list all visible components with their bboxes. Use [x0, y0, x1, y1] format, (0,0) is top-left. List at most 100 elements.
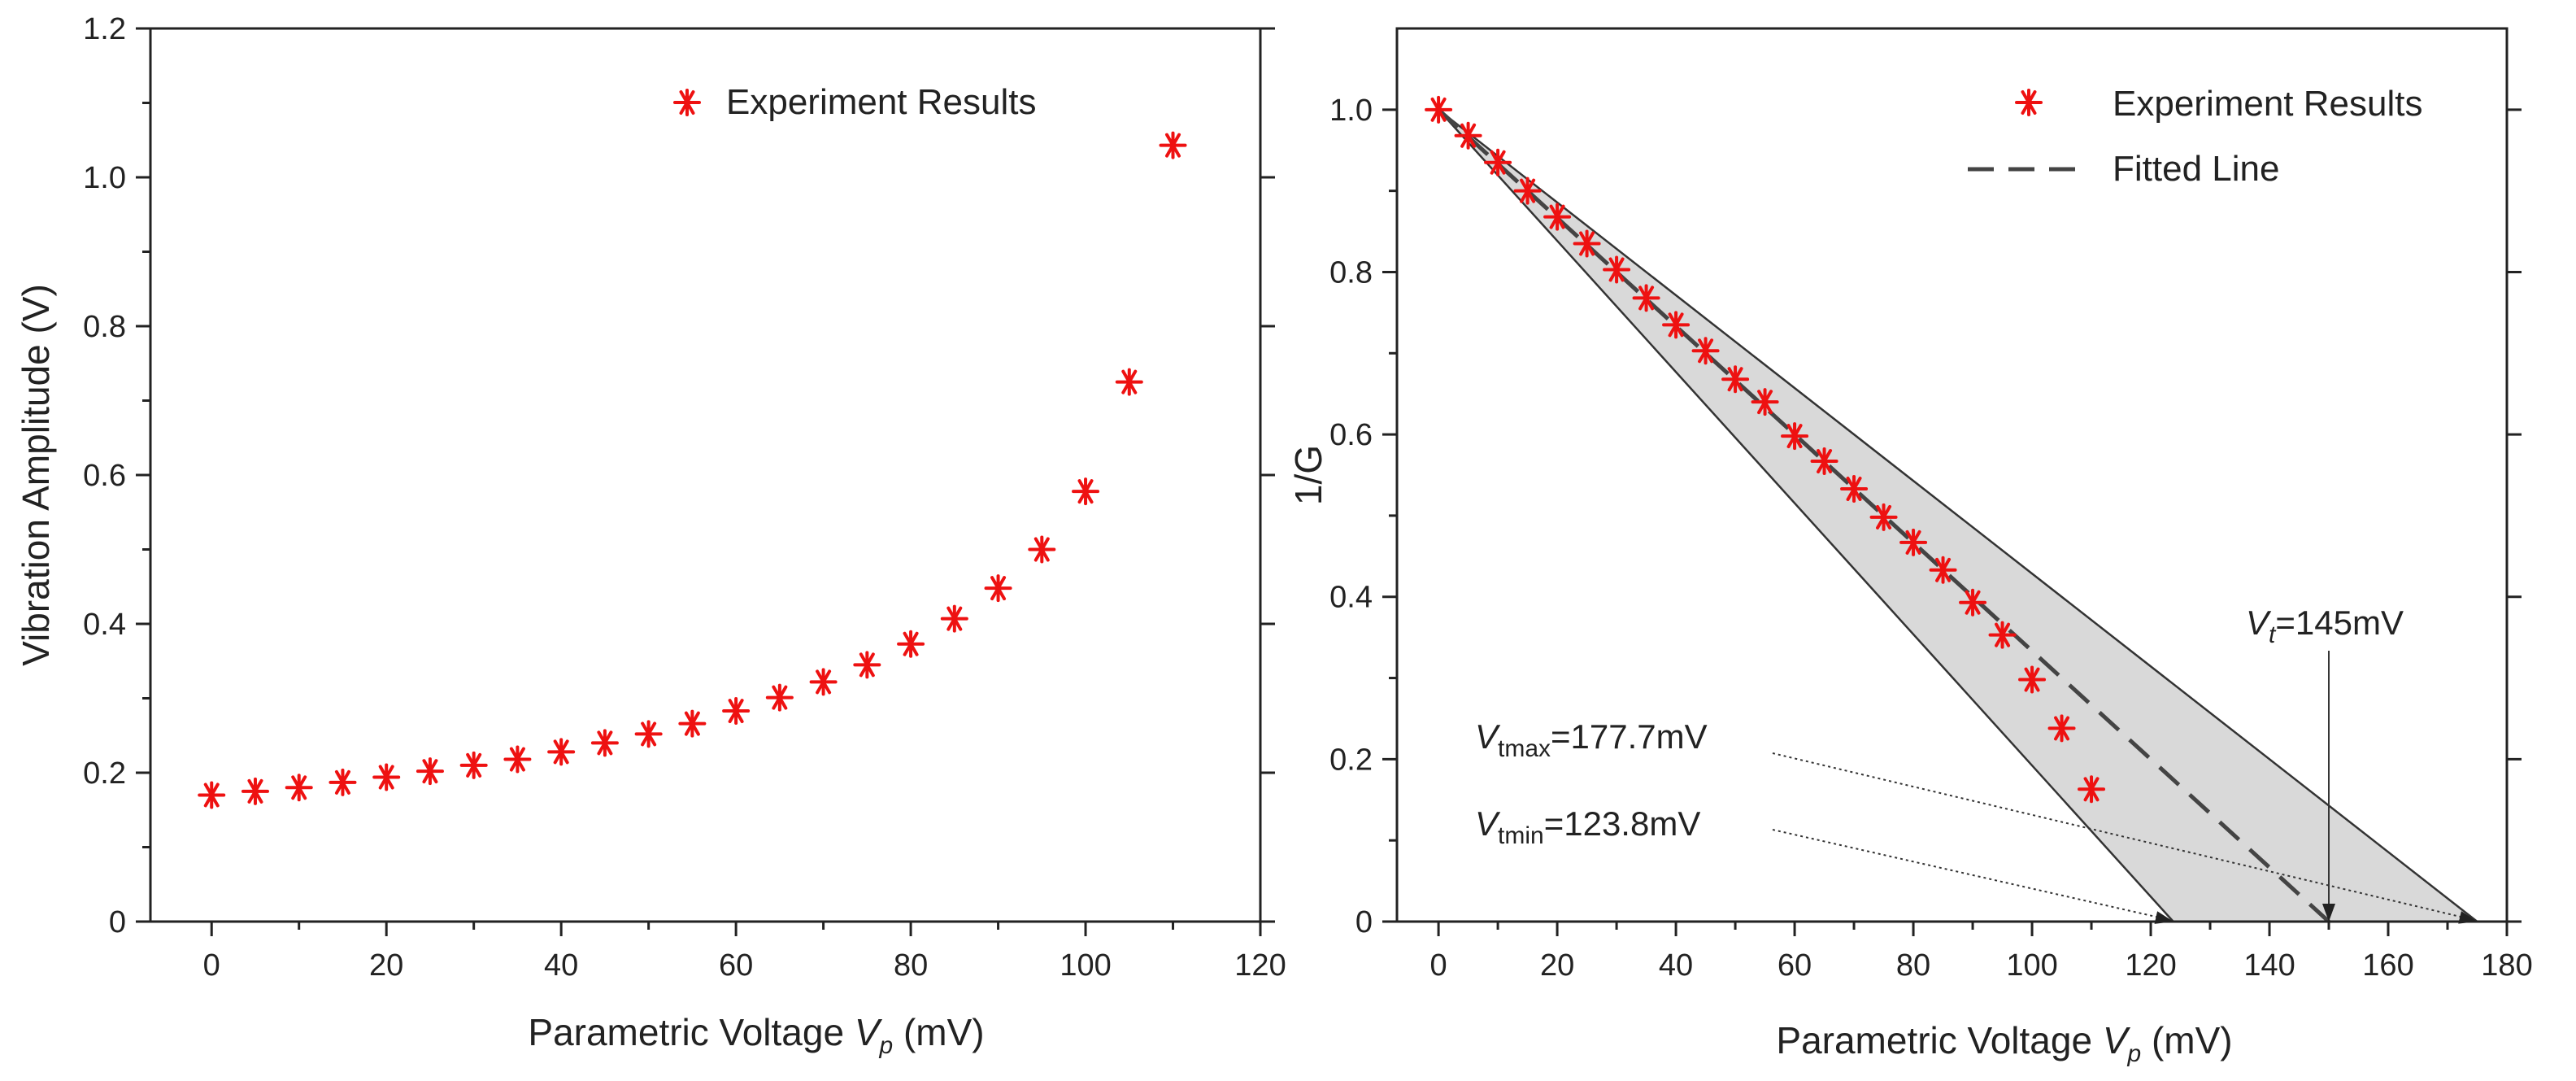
chart-right: 0 20 40 60 80 100 120 140 160 180 0 0.2 0.4 0.6 0.8 1.0…: [1287, 27, 2533, 1067]
data-point: [198, 781, 226, 809]
x-tick-label: 180: [2481, 948, 2532, 983]
data-point: [1662, 311, 1690, 339]
band-area: [1438, 108, 2479, 922]
data-point: [1543, 203, 1572, 231]
data-point: [241, 777, 269, 805]
y-tick-label: 0.4: [1329, 581, 1373, 615]
data-point: [809, 668, 838, 696]
chart-left: 0 20 40 60 80 100 120 0 0.2 0.4 0.6 0.8 1.0 1.2 Vibra…: [15, 12, 1286, 1059]
data-point: [1840, 474, 1869, 503]
data-point: [503, 745, 532, 774]
data-point: [2018, 665, 2047, 694]
x-tick-label: 60: [1778, 948, 1812, 983]
data-point: [897, 630, 925, 658]
x-tick-label: 140: [2243, 948, 2295, 983]
data-point: [1484, 148, 1512, 177]
y-tick-label: 0.8: [1329, 255, 1373, 290]
data-point: [1869, 503, 1898, 531]
x-tick-label: 0: [203, 948, 220, 983]
data-point: [329, 768, 357, 796]
x-tick-label: 60: [719, 948, 753, 983]
y-tick-label: 0.6: [1329, 418, 1373, 452]
data-point: [1573, 229, 1601, 258]
data-point: [1513, 177, 1542, 205]
left-axis-ticks: [136, 27, 1275, 936]
y-tick-label: 0.8: [83, 310, 126, 344]
y-tick-label: 1.0: [83, 161, 126, 195]
data-point: [1721, 365, 1750, 394]
x-tick-label: 40: [1659, 948, 1693, 983]
left-legend: Experiment Results: [673, 82, 1036, 122]
data-point: [1691, 337, 1720, 365]
x-tick-label: 20: [1540, 948, 1574, 983]
y-tick-label: 0.6: [83, 459, 126, 493]
x-tick-label: 80: [1896, 948, 1930, 983]
data-point: [1028, 535, 1056, 564]
data-point: [1988, 621, 2017, 649]
x-tick-label: 80: [894, 948, 928, 983]
data-point: [1632, 284, 1660, 312]
right-y-axis-label: 1/G: [1287, 445, 1329, 505]
x-tick-label: 100: [2006, 948, 2057, 983]
data-point: [2078, 775, 2106, 804]
vtmax-leader: [1772, 752, 2474, 921]
right-confidence-band: [1438, 108, 2479, 922]
x-tick-label: 160: [2362, 948, 2413, 983]
left-x-axis-label: Parametric Voltage Vp (mV): [528, 1011, 984, 1059]
annotation-vt: Vt=145mV: [2246, 604, 2404, 648]
data-point: [1781, 422, 1809, 451]
data-point: [1159, 131, 1187, 159]
left-y-axis-label: Vibration Amplitude (V): [15, 284, 57, 666]
right-data-points: [1425, 95, 2106, 804]
data-point: [1425, 95, 1453, 124]
x-tick-label: 120: [1234, 948, 1286, 983]
data-point: [1603, 255, 1631, 284]
data-point: [1115, 368, 1143, 396]
y-tick-label: 0.2: [83, 756, 126, 791]
x-tick-label: 0: [1430, 948, 1447, 983]
data-point: [2047, 714, 2076, 743]
left-plot-frame: [149, 27, 1262, 923]
right-axis-ticks: [1382, 108, 2522, 936]
data-point: [1072, 477, 1100, 506]
right-legend: Experiment Results Fitted Line: [1968, 84, 2422, 189]
data-point: [940, 604, 968, 633]
right-plot-frame: [1395, 27, 2509, 923]
legend-experiment-results-label: Experiment Results: [2113, 84, 2422, 124]
data-point: [459, 751, 488, 779]
x-tick-label: 120: [2125, 948, 2176, 983]
x-tick-label: 40: [544, 948, 578, 983]
data-point: [285, 774, 313, 802]
data-point: [634, 720, 663, 748]
data-point: [547, 738, 576, 766]
x-tick-label: 100: [1060, 948, 1111, 983]
legend-fitted-line-label: Fitted Line: [2113, 149, 2279, 189]
annotation-vtmax: Vtmax=177.7mV: [1475, 717, 1708, 762]
data-point: [1929, 556, 1957, 584]
legend-experiment-results-marker: [673, 89, 701, 116]
data-point: [765, 683, 794, 712]
y-tick-label: 1.0: [1329, 94, 1373, 128]
y-tick-label: 1.2: [83, 12, 126, 46]
data-point: [416, 757, 444, 786]
right-tick-labels: 0 20 40 60 80 100 120 140 160 180 0 0.2 0.4 0.6 0.8 1.0: [1329, 94, 2533, 983]
annotation-vtmin: Vtmin=123.8mV: [1475, 804, 1700, 849]
data-point: [1959, 588, 1987, 617]
data-point: [1899, 528, 1928, 556]
y-tick-label: 0: [109, 905, 126, 939]
legend-marker: [2015, 89, 2043, 116]
data-point: [984, 574, 1012, 603]
data-point: [853, 651, 881, 679]
legend-experiment-results-marker: [2015, 89, 2043, 116]
data-point: [1454, 121, 1482, 150]
vt-arrowhead: [2322, 904, 2336, 922]
data-point: [1751, 388, 1779, 416]
left-tick-labels: 0 20 40 60 80 100 120 0 0.2 0.4 0.6 0.8 1.0 1.2: [83, 12, 1286, 983]
data-point: [372, 763, 401, 791]
y-tick-label: 0: [1355, 905, 1373, 939]
left-data-points: [198, 131, 1187, 809]
y-tick-label: 0.2: [1329, 743, 1373, 777]
legend-experiment-results-label: Experiment Results: [726, 82, 1036, 122]
x-tick-label: 20: [369, 948, 403, 983]
